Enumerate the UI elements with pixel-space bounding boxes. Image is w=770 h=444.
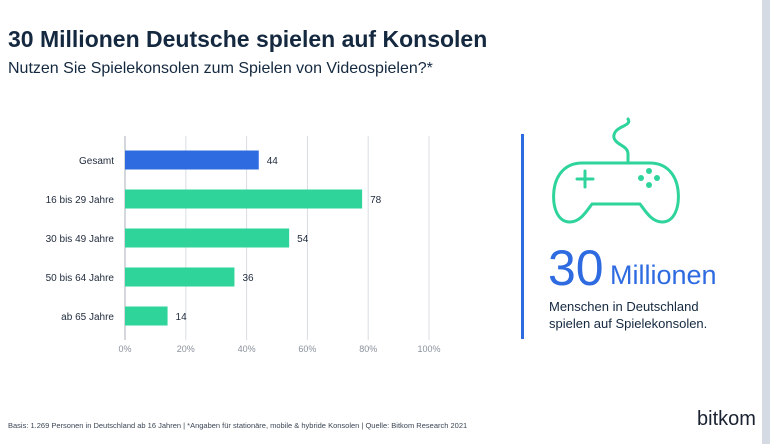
x-tick-label: 0% <box>118 344 131 354</box>
category-label: 30 bis 49 Jahre <box>46 234 115 245</box>
caption-line-2: spielen auf Spielekonsolen. <box>549 316 708 331</box>
bar <box>125 306 168 326</box>
value-label: 54 <box>297 234 309 245</box>
value-label: 36 <box>242 273 254 284</box>
category-label: 50 bis 64 Jahre <box>46 273 115 284</box>
value-label: 44 <box>267 156 279 167</box>
x-tick-label: 100% <box>417 344 440 354</box>
category-label: ab 65 Jahre <box>61 312 114 323</box>
highlight-unit: Millionen <box>610 260 717 290</box>
x-tick-label: 40% <box>238 344 256 354</box>
x-tick-label: 60% <box>298 344 316 354</box>
category-label: 16 bis 29 Jahre <box>46 195 115 206</box>
caption-line-1: Menschen in Deutschland <box>549 299 699 314</box>
bar <box>125 189 363 209</box>
source-footnote: Basis: 1.269 Personen in Deutschland ab … <box>8 421 468 430</box>
page-subtitle: Nutzen Sie Spielekonsolen zum Spielen vo… <box>8 60 433 77</box>
highlight-caption: Menschen in Deutschland spielen auf Spie… <box>549 298 707 332</box>
bar-chart: 0% 20% 40% 60% 80% 100% Gesamt 44 16 bis 29 Jahr… <box>46 136 441 354</box>
bar <box>125 267 235 287</box>
gamepad-icon <box>552 117 680 224</box>
page-title: 30 Millionen Deutsche spielen auf Konsol… <box>8 26 488 52</box>
x-tick-label: 80% <box>359 344 377 354</box>
highlight-number: 30 <box>548 240 604 296</box>
x-tick-label: 20% <box>177 344 195 354</box>
bar <box>125 228 290 248</box>
edge-strip <box>762 0 770 444</box>
category-label: Gesamt <box>79 156 114 167</box>
bitkom-logo: bitkom <box>697 408 756 430</box>
value-label: 78 <box>370 195 382 206</box>
vertical-divider <box>521 134 524 339</box>
value-label: 14 <box>176 312 188 323</box>
bar <box>125 150 259 170</box>
